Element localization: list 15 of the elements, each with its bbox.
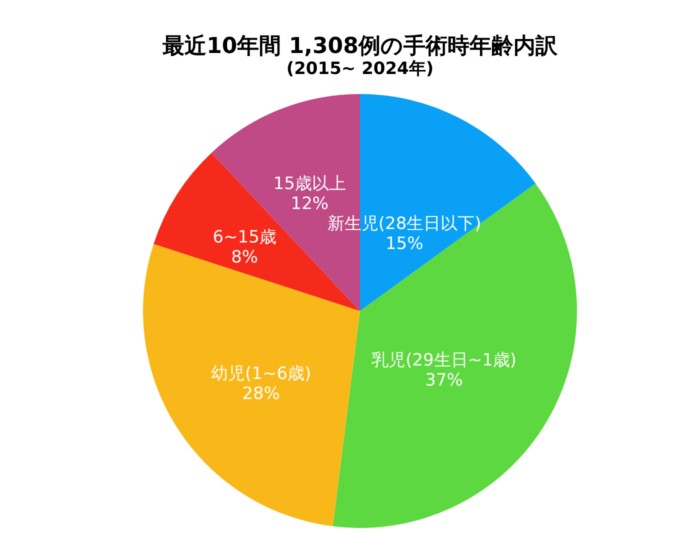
- chart-title: 最近10年間 1,308例の手術時年齢内訳: [162, 34, 558, 59]
- data-label: 28%: [242, 384, 280, 404]
- slice-label: 6~15歳: [212, 228, 276, 248]
- data-label: 15%: [385, 234, 424, 254]
- chart-subtitle: (2015~ 2024年): [286, 59, 434, 79]
- slice-label: 幼児(1~6歳): [210, 364, 312, 384]
- data-label: 37%: [425, 370, 463, 391]
- slice-label: 15歳以上: [273, 174, 346, 194]
- data-label: 12%: [290, 194, 329, 214]
- slice-label: 乳児(29生日~1歳): [372, 350, 517, 371]
- pie-slice: [211, 94, 360, 311]
- data-label: 8%: [231, 248, 258, 268]
- pie-slice: [143, 244, 360, 526]
- pie-slice: [154, 152, 360, 311]
- pie-slice: [360, 94, 536, 311]
